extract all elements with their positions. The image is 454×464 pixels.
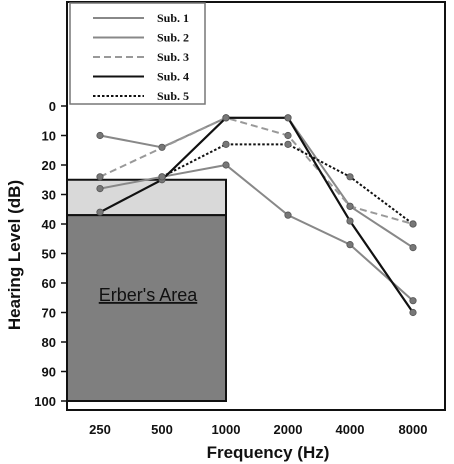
x-tick-label: 4000: [336, 422, 365, 437]
y-axis-ticks: 0 10 20 30 40 50 60 70 80 90 100: [34, 99, 67, 409]
y-tick-label: 90: [42, 365, 56, 380]
series-1-point: [96, 185, 104, 193]
x-tick-label: 500: [151, 422, 173, 437]
series-1-point: [346, 241, 354, 249]
series-3-point: [346, 202, 354, 210]
x-axis-title: Frequency (Hz): [207, 443, 330, 462]
y-tick-label: 100: [34, 394, 56, 409]
series-4-point: [284, 114, 292, 122]
series-5-point: [409, 220, 417, 228]
x-tick-label: 2000: [274, 422, 303, 437]
series-4-point: [409, 308, 417, 317]
series-3-point: [284, 131, 292, 140]
y-axis-title: Hearing Level (dB): [5, 180, 24, 330]
x-tick-label: 8000: [399, 422, 428, 437]
y-tick-label: 30: [42, 188, 56, 203]
legend-label-1: Sub. 1: [157, 11, 189, 25]
series-2-point: [96, 131, 104, 140]
legend-label-5: Sub. 5: [157, 89, 189, 103]
series-4-point: [346, 217, 354, 225]
y-tick-label: 70: [42, 306, 56, 321]
y-tick-label: 80: [42, 335, 56, 350]
series-4-point: [222, 114, 230, 122]
erbers-area-region: [66, 178, 227, 402]
series-1-point: [409, 297, 417, 305]
legend-box: [69, 2, 206, 105]
series-2-point: [158, 143, 166, 151]
y-tick-label: 20: [42, 158, 56, 173]
plot-frame: [66, 1, 446, 411]
series-1-point: [284, 211, 292, 219]
series-line-1: [99, 163, 414, 302]
y-tick-label: 10: [42, 129, 56, 144]
series-5-point: [284, 140, 292, 148]
legend-label-4: Sub. 4: [157, 70, 189, 84]
series-line-5: [161, 143, 414, 225]
x-axis-ticks: 250 500 1000 2000 4000 8000: [89, 422, 427, 437]
x-tick-label: 1000: [212, 422, 241, 437]
y-tick-label: 60: [42, 276, 56, 291]
series-1-point: [222, 161, 230, 169]
series-4-point: [96, 208, 104, 216]
series-5-point: [158, 173, 166, 181]
series-5-point: [222, 140, 230, 148]
series-markers: [96, 114, 417, 317]
legend-label-2: Sub. 2: [157, 31, 189, 45]
series-5-point: [346, 173, 354, 181]
erbers-area-label: Erber's Area: [99, 285, 198, 305]
legend-label-3: Sub. 3: [157, 50, 189, 64]
y-tick-label: 0: [49, 99, 56, 114]
y-tick-label: 50: [42, 247, 56, 262]
x-tick-label: 250: [89, 422, 111, 437]
y-tick-label: 40: [42, 217, 56, 232]
series-2-point: [409, 244, 417, 252]
erbers-area-lower-band: [66, 214, 227, 402]
erbers-area-upper-band: [66, 178, 227, 217]
series-line-4: [99, 116, 414, 314]
legend: Sub. 1 Sub. 2 Sub. 3 Sub. 4 Sub. 5: [69, 2, 206, 105]
series-3-point: [96, 173, 104, 181]
